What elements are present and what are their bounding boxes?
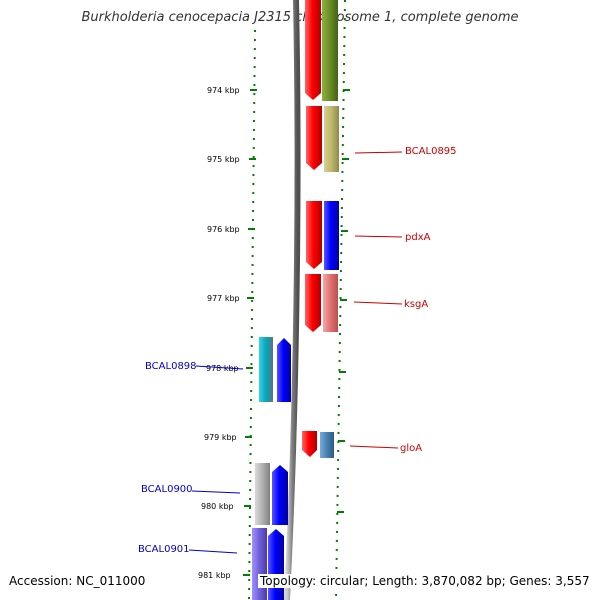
gene-bcal0895 xyxy=(324,106,339,172)
accession-text: Accession: NC_011000 xyxy=(7,574,148,588)
tick-label-980: 980 kbp xyxy=(201,502,234,511)
gene-forward-4 xyxy=(305,274,321,332)
left-labels: BCAL0898 BCAL0900 BCAL0901 xyxy=(138,361,197,555)
label-bcal0901: BCAL0901 xyxy=(138,544,190,555)
gene-pdxa xyxy=(324,201,339,270)
gene-bcal0900 xyxy=(255,463,270,525)
right-label-connectors xyxy=(349,151,403,449)
tick-labels: 974 kbp 975 kbp 976 kbp 977 kbp 978 kbp … xyxy=(198,86,240,580)
label-pdxa: pdxA xyxy=(405,232,431,243)
genome-summary-text: Topology: circular; Length: 3,870,082 bp… xyxy=(258,574,592,588)
tick-label-978: 978 kbp xyxy=(206,364,239,373)
label-bcal0898: BCAL0898 xyxy=(145,361,197,372)
gene-forward-5 xyxy=(302,431,317,457)
left-ruler-line xyxy=(248,29,256,600)
reverse-strand-features xyxy=(252,337,291,600)
gene-forward-2 xyxy=(306,106,322,170)
tick-label-975: 975 kbp xyxy=(207,155,240,164)
gene-forward-3 xyxy=(306,201,322,269)
tick-label-977: 977 kbp xyxy=(207,294,240,303)
right-ruler-line xyxy=(335,0,346,600)
gene-gloa xyxy=(320,432,334,458)
left-major-ticks xyxy=(243,89,257,576)
gene-reverse-1 xyxy=(277,338,291,402)
gene-forward-olive xyxy=(322,0,338,101)
label-bcal0895: BCAL0895 xyxy=(405,146,457,157)
label-bcal0900: BCAL0900 xyxy=(141,484,193,495)
tick-label-981: 981 kbp xyxy=(198,571,231,580)
right-labels: BCAL0895 pdxA ksgA gloA xyxy=(400,146,457,454)
gene-ksga xyxy=(323,274,338,332)
left-label-connectors xyxy=(188,365,244,554)
gene-reverse-2 xyxy=(272,465,288,525)
tick-label-974: 974 kbp xyxy=(207,86,240,95)
map-title: Burkholderia cenocepacia J2315 chromosom… xyxy=(81,10,519,25)
gene-reverse-3 xyxy=(268,529,284,600)
gene-bcal0898 xyxy=(259,337,273,402)
forward-strand-features xyxy=(302,0,339,458)
chromosome-backbone xyxy=(284,0,301,600)
tick-label-979: 979 kbp xyxy=(204,433,237,442)
tick-label-976: 976 kbp xyxy=(207,225,240,234)
label-ksga: ksgA xyxy=(404,299,428,310)
gene-forward-1 xyxy=(305,0,321,100)
label-gloa: gloA xyxy=(400,443,422,454)
gene-bcal0901 xyxy=(252,528,267,600)
